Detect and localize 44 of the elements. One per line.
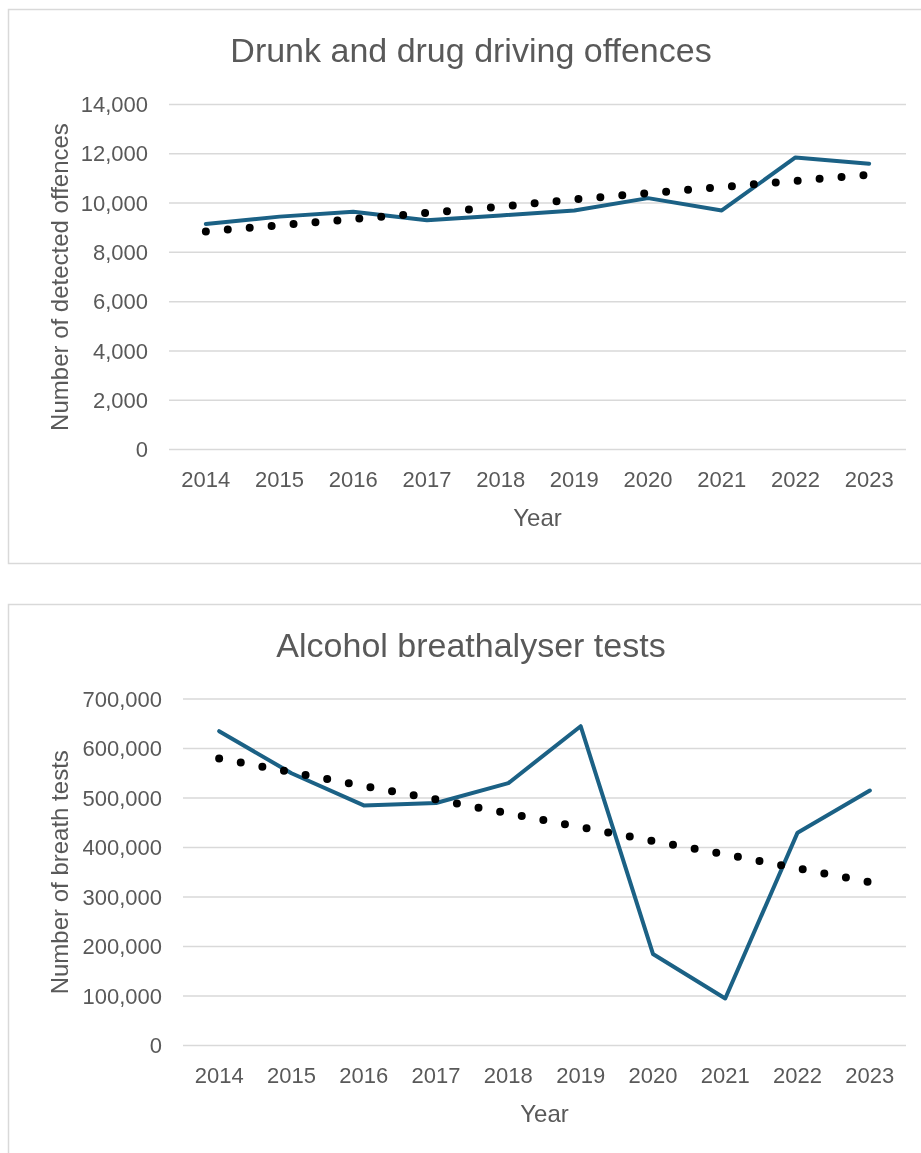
y-tick-label: 6,000: [92, 289, 148, 315]
y-tick-label: 600,000: [82, 736, 162, 762]
chart-title: Alcohol breathalyser tests: [276, 625, 666, 664]
x-tick-label: 2023: [845, 1063, 895, 1088]
x-tick-label: 2014: [194, 1063, 244, 1088]
x-tick-label: 2020: [628, 1063, 678, 1088]
y-tick-label: 12,000: [80, 141, 148, 167]
y-axis-title: Number of breath tests: [46, 750, 73, 995]
x-tick-label: 2021: [700, 1063, 750, 1088]
x-tick-label: 2016: [339, 1063, 389, 1088]
chart-title: Drunk and drug driving offences: [230, 30, 712, 69]
y-tick-label: 100,000: [82, 983, 162, 1009]
y-tick-label: 8,000: [92, 240, 148, 266]
y-tick-label: 0: [149, 1033, 162, 1059]
x-tick-label: 2015: [266, 1063, 316, 1088]
line-series: [203, 155, 872, 227]
x-tick-label: 2016: [328, 467, 378, 492]
x-tick-label: 2023: [844, 467, 894, 492]
y-tick-label: 2,000: [92, 387, 148, 413]
y-tick-label: 4,000: [92, 338, 148, 364]
y-tick-label: 700,000: [82, 686, 162, 712]
line-series: [217, 724, 872, 1001]
x-axis-title: Year: [513, 504, 562, 531]
x-tick-label: 2020: [623, 467, 673, 492]
x-tick-label: 2014: [181, 467, 231, 492]
x-tick-label: 2015: [255, 467, 305, 492]
x-tick-label: 2021: [697, 467, 747, 492]
x-tick-label: 2018: [483, 1063, 533, 1088]
x-tick-label: 2022: [770, 467, 820, 492]
y-axis-title: Number of detected offences: [46, 123, 73, 431]
x-tick-label: 2022: [773, 1063, 823, 1088]
x-tick-label: 2017: [411, 1063, 461, 1088]
y-tick-label: 400,000: [82, 835, 162, 861]
y-tick-label: 0: [135, 437, 148, 463]
y-tick-label: 300,000: [82, 884, 162, 910]
y-tick-label: 200,000: [82, 934, 162, 960]
x-tick-label: 2019: [556, 1063, 606, 1088]
y-tick-label: 500,000: [82, 785, 162, 811]
x-tick-label: 2017: [402, 467, 452, 492]
x-axis-title: Year: [520, 1100, 569, 1127]
x-tick-label: 2018: [476, 467, 526, 492]
y-tick-label: 14,000: [80, 92, 148, 118]
y-tick-label: 10,000: [80, 190, 148, 216]
x-tick-label: 2019: [549, 467, 599, 492]
